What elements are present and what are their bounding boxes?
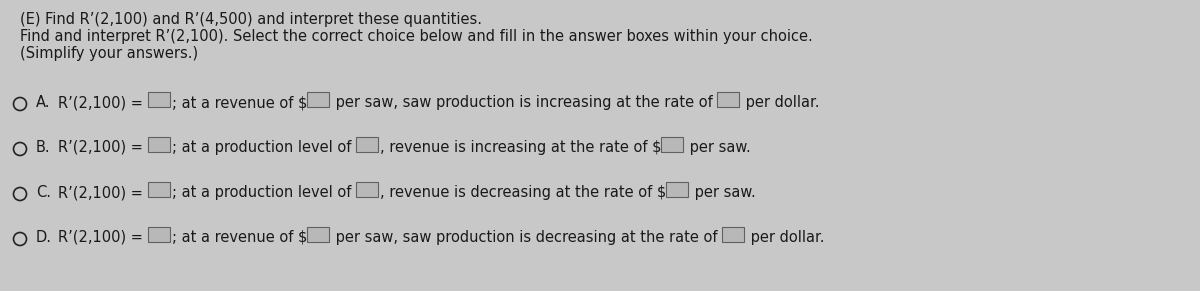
Text: per dollar.: per dollar.	[746, 230, 824, 245]
FancyBboxPatch shape	[661, 137, 683, 152]
FancyBboxPatch shape	[148, 182, 169, 197]
Text: ; at a revenue of $: ; at a revenue of $	[172, 230, 307, 245]
FancyBboxPatch shape	[722, 227, 744, 242]
Text: R’(2,100) =: R’(2,100) =	[58, 95, 148, 110]
Text: Find and interpret R’(2,100). Select the correct choice below and fill in the an: Find and interpret R’(2,100). Select the…	[20, 29, 812, 44]
FancyBboxPatch shape	[666, 182, 688, 197]
FancyBboxPatch shape	[307, 227, 329, 242]
FancyBboxPatch shape	[148, 92, 169, 107]
FancyBboxPatch shape	[718, 92, 739, 107]
Text: (Simplify your answers.): (Simplify your answers.)	[20, 46, 198, 61]
Text: per saw, saw production is decreasing at the rate of: per saw, saw production is decreasing at…	[331, 230, 722, 245]
Text: C.: C.	[36, 185, 50, 200]
Text: per dollar.: per dollar.	[742, 95, 820, 110]
Text: ; at a production level of: ; at a production level of	[172, 140, 355, 155]
Text: per saw.: per saw.	[690, 185, 756, 200]
FancyBboxPatch shape	[355, 182, 378, 197]
Text: R’(2,100) =: R’(2,100) =	[58, 185, 148, 200]
FancyBboxPatch shape	[148, 227, 169, 242]
Text: ; at a production level of: ; at a production level of	[172, 185, 355, 200]
Text: A.: A.	[36, 95, 50, 110]
Text: , revenue is increasing at the rate of $: , revenue is increasing at the rate of $	[379, 140, 661, 155]
Text: per saw, saw production is increasing at the rate of: per saw, saw production is increasing at…	[331, 95, 718, 110]
Text: B.: B.	[36, 140, 50, 155]
Text: per saw.: per saw.	[685, 140, 751, 155]
FancyBboxPatch shape	[307, 92, 329, 107]
FancyBboxPatch shape	[355, 137, 378, 152]
Text: D.: D.	[36, 230, 52, 245]
FancyBboxPatch shape	[148, 137, 169, 152]
Text: R’(2,100) =: R’(2,100) =	[58, 230, 148, 245]
Text: R’(2,100) =: R’(2,100) =	[58, 140, 148, 155]
Text: ; at a revenue of $: ; at a revenue of $	[172, 95, 307, 110]
Text: (E) Find R’(2,100) and R’(4,500) and interpret these quantities.: (E) Find R’(2,100) and R’(4,500) and int…	[20, 12, 482, 27]
Text: , revenue is decreasing at the rate of $: , revenue is decreasing at the rate of $	[379, 185, 666, 200]
